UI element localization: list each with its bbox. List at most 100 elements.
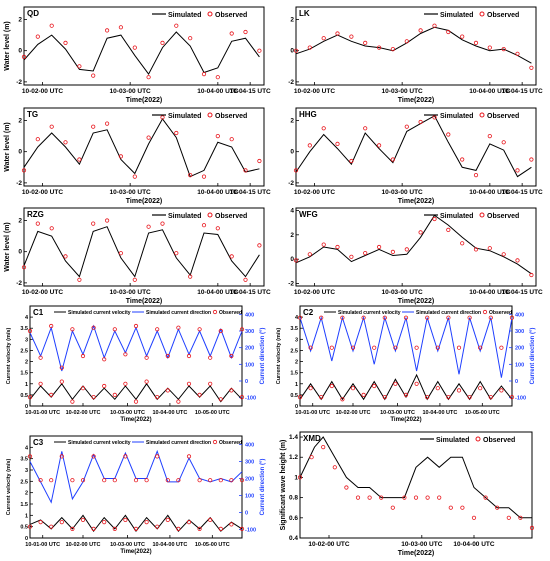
- x-tick-label: 10-02-00 UTC: [336, 410, 371, 416]
- chart-panel-qd: 10-02-00 UTC 10-03-00 UTC 10-04-00 UTC10-0…: [4, 6, 271, 104]
- panel-label: C1: [33, 308, 44, 317]
- data-point: [307, 143, 312, 148]
- data-point: [239, 394, 245, 400]
- chart-panel-hhg: 10-02-00 UTC 10-03-00 UTC 10-04-00 UTC10-0…: [288, 107, 543, 205]
- data-point: [174, 130, 179, 136]
- data-point: [446, 394, 451, 400]
- data-point: [70, 399, 75, 404]
- data-point: [404, 247, 409, 252]
- data-point: [188, 173, 193, 178]
- series-line-simulated: [23, 226, 260, 278]
- data-point: [403, 392, 409, 397]
- data-point: [160, 115, 165, 120]
- data-point: [307, 252, 312, 257]
- legend-label-simulated: Simulated: [440, 113, 473, 120]
- data-point: [350, 345, 356, 350]
- legend-label-observed: Observed: [487, 213, 519, 220]
- legend-label-direction: Simulated current direction: [416, 310, 481, 316]
- data-point: [473, 40, 479, 46]
- x-axis-label: Time(2022): [398, 550, 434, 557]
- data-point: [402, 495, 407, 500]
- plot-frame: [299, 305, 513, 407]
- y-tick-label: 1.2: [289, 454, 298, 461]
- y-tick-label: 0: [290, 149, 294, 156]
- data-point: [132, 45, 137, 50]
- x-tick-label: 10-04-00 UTC: [197, 289, 238, 296]
- series-line-velocity: [299, 373, 513, 401]
- data-point: [488, 394, 493, 400]
- data-point: [363, 126, 368, 131]
- data-point: [529, 157, 534, 162]
- data-point: [160, 40, 165, 46]
- y-tick-label: -2: [16, 79, 22, 86]
- data-point: [176, 526, 181, 532]
- y-tick-label: 1.5: [290, 371, 298, 377]
- x-tick-label: 10-05-00 UTC: [465, 410, 500, 416]
- data-point: [257, 158, 262, 164]
- data-point: [349, 34, 354, 39]
- data-point: [229, 478, 234, 483]
- data-point: [70, 526, 75, 532]
- data-point: [321, 126, 326, 131]
- data-point: [21, 265, 27, 270]
- y-right-tick-label: 300: [245, 460, 254, 466]
- data-point: [208, 381, 213, 386]
- data-point: [197, 327, 202, 332]
- y-tick-label: 1: [294, 474, 298, 481]
- data-point: [376, 143, 382, 148]
- chart-panel-c1: 10-01-00 UTC 10-02-00 UTC 10-03-00 UTC 10-0…: [6, 305, 266, 423]
- data-point: [102, 519, 107, 525]
- data-point: [118, 154, 124, 159]
- data-point: [144, 379, 149, 384]
- legend-swatch-observed: [479, 11, 485, 17]
- data-point: [155, 394, 160, 400]
- data-point: [435, 386, 440, 391]
- data-point: [112, 478, 117, 483]
- data-point: [80, 353, 86, 359]
- plot-frame: [299, 431, 533, 539]
- x-tick-label: 10-04-15 UTC: [230, 289, 271, 296]
- y-tick-label: 3: [25, 468, 28, 474]
- data-point: [165, 517, 170, 523]
- data-point: [335, 141, 340, 146]
- data-point: [529, 525, 535, 531]
- y-tick-label: 0.5: [290, 393, 298, 399]
- y-tick-label: 2.5: [290, 348, 298, 354]
- legend-label-observed: Observed: [487, 12, 519, 19]
- data-point: [340, 315, 345, 320]
- data-point: [293, 48, 299, 53]
- data-point: [77, 277, 82, 282]
- data-point: [376, 244, 382, 250]
- x-tick-label: 10-04-00 UTC: [469, 289, 510, 296]
- data-point: [160, 221, 165, 226]
- x-axis-label: Time(2022): [398, 198, 434, 205]
- legend-swatch-observed: [207, 212, 213, 218]
- data-point: [340, 397, 345, 402]
- data-point: [105, 28, 110, 33]
- data-point: [197, 526, 202, 532]
- data-point: [501, 252, 506, 257]
- data-point: [321, 36, 326, 41]
- data-point: [49, 124, 54, 129]
- data-point: [448, 505, 453, 510]
- series-line-simulated: [299, 436, 532, 519]
- x-tick-label: 10-01-00 UTC: [25, 410, 60, 416]
- data-point: [77, 64, 82, 69]
- data-point: [239, 478, 245, 483]
- legend-label-velocity: Simulated current velocity: [338, 310, 401, 316]
- y-tick-label: 3.5: [290, 326, 298, 332]
- data-point: [329, 345, 334, 350]
- data-point: [49, 392, 54, 397]
- data-point: [243, 277, 248, 282]
- data-point: [186, 454, 192, 459]
- data-point: [229, 388, 234, 393]
- x-tick-label: 10-02-00 UTC: [22, 88, 63, 95]
- data-point: [49, 23, 54, 28]
- data-point: [471, 515, 477, 520]
- y-tick-label: 2: [18, 217, 22, 224]
- x-tick-label: 10-02-00 UTC: [294, 289, 335, 296]
- data-point: [165, 478, 170, 483]
- data-point: [132, 277, 137, 282]
- x-tick-label: 10-04-00 UTC: [197, 88, 238, 95]
- y-tick-label: 4: [25, 315, 29, 321]
